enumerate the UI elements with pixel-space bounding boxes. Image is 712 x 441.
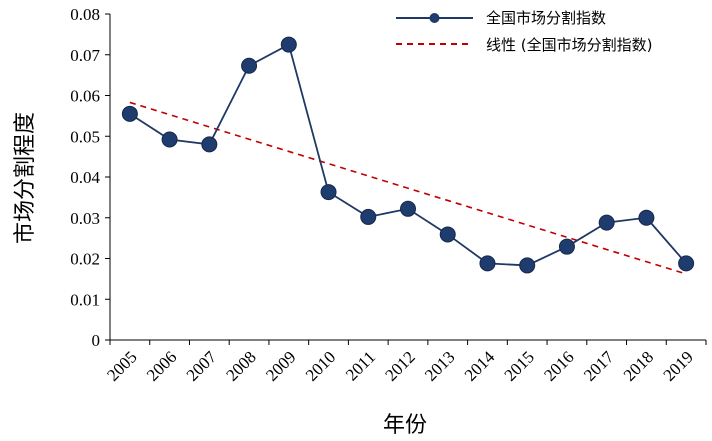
data-point bbox=[201, 136, 218, 153]
series-group bbox=[121, 36, 695, 274]
x-tick-label: 2005 bbox=[103, 347, 140, 384]
data-point bbox=[519, 257, 536, 274]
x-tick-label: 2011 bbox=[342, 347, 379, 384]
legend-label-series: 全国市场分割指数 bbox=[486, 9, 606, 27]
x-tick-label: 2008 bbox=[222, 347, 259, 384]
legend-label-trend: 线性 (全国市场分割指数) bbox=[486, 36, 652, 54]
x-tick-label: 2016 bbox=[540, 347, 577, 384]
y-tick-label: 0.02 bbox=[70, 250, 100, 269]
x-tick-label: 2017 bbox=[580, 347, 618, 385]
y-axis-ticks: 0 0.01 0.02 0.03 0.04 0.05 0.06 0.07 0.08 bbox=[70, 5, 110, 350]
data-point bbox=[121, 105, 138, 122]
y-tick-label: 0.01 bbox=[70, 290, 100, 309]
data-point bbox=[558, 238, 575, 255]
x-tick-label: 2014 bbox=[461, 347, 499, 385]
x-tick-label: 2006 bbox=[143, 347, 180, 384]
x-tick-label: 2018 bbox=[620, 347, 657, 384]
x-tick-label: 2007 bbox=[183, 347, 221, 385]
data-point bbox=[678, 255, 695, 272]
data-point bbox=[638, 209, 655, 226]
y-tick-label: 0.06 bbox=[70, 87, 100, 106]
y-tick-label: 0.07 bbox=[70, 46, 100, 65]
y-tick-label: 0.08 bbox=[70, 5, 100, 24]
data-point bbox=[598, 214, 615, 231]
axes bbox=[109, 14, 706, 341]
data-point bbox=[241, 57, 258, 74]
data-point bbox=[280, 36, 297, 53]
legend-marker-series bbox=[429, 13, 440, 23]
trendline bbox=[129, 101, 687, 275]
y-tick-label: 0.03 bbox=[70, 209, 100, 228]
legend: 全国市场分割指数 线性 (全国市场分割指数) bbox=[396, 9, 652, 54]
y-axis-title: 市场分割程度 bbox=[13, 112, 38, 244]
x-axis-ticks: 2005 2006 2007 2008 2009 2010 2011 2012 2013 2014… bbox=[103, 340, 707, 385]
x-tick-label: 2013 bbox=[421, 347, 458, 384]
data-point bbox=[360, 208, 377, 225]
series-line bbox=[129, 43, 687, 267]
data-point bbox=[320, 184, 337, 201]
data-point bbox=[400, 200, 416, 217]
x-tick-label: 2010 bbox=[302, 347, 339, 384]
x-tick-label: 2009 bbox=[262, 347, 299, 384]
y-tick-label: 0.05 bbox=[70, 127, 100, 146]
data-point bbox=[479, 255, 496, 272]
y-tick-label: 0 bbox=[92, 331, 101, 350]
data-point bbox=[161, 131, 178, 148]
x-tick-label: 2012 bbox=[381, 347, 418, 384]
data-point bbox=[439, 226, 456, 243]
trendline-group bbox=[129, 101, 687, 275]
x-tick-label: 2015 bbox=[501, 347, 538, 384]
y-tick-label: 0.04 bbox=[70, 168, 100, 187]
x-axis-title: 年份 bbox=[383, 413, 427, 438]
x-tick-label: 2019 bbox=[659, 347, 696, 384]
